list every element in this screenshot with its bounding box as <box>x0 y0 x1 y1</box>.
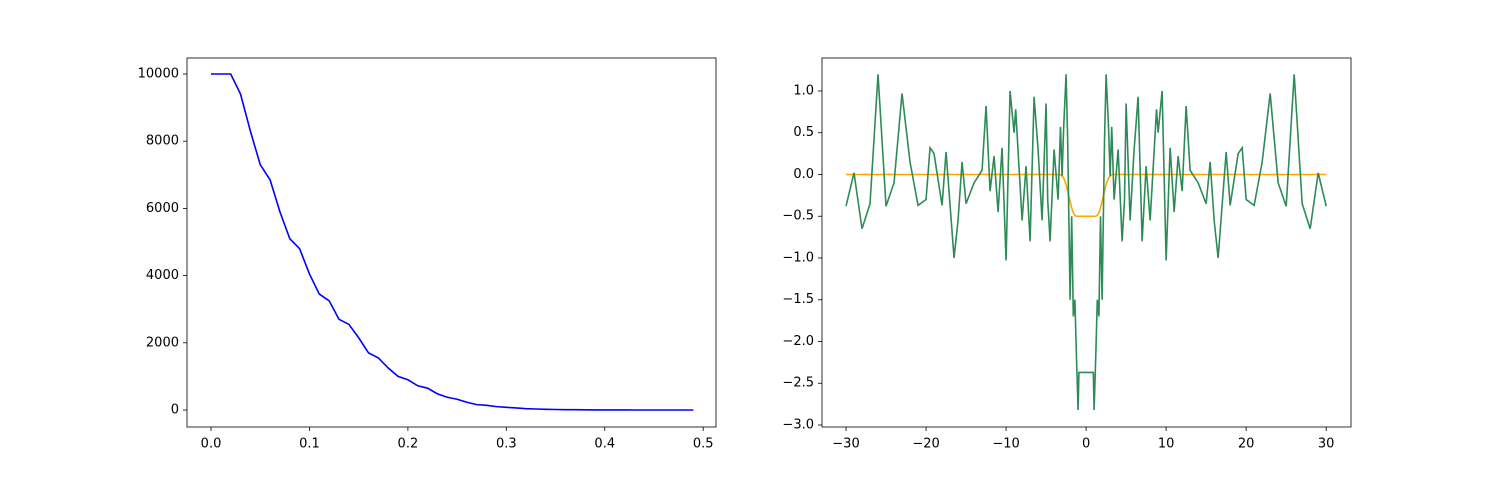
x-tick-label: −10 <box>992 437 1019 452</box>
y-tick-label: 0 <box>171 402 179 417</box>
y-tick-label: −2.5 <box>782 376 814 391</box>
x-tick-label: 0.3 <box>496 437 517 452</box>
y-tick-label: 0.0 <box>793 167 814 182</box>
x-tick-label: 0.4 <box>594 437 615 452</box>
y-tick-label: −3.0 <box>782 417 814 432</box>
y-tick-label: 0.5 <box>793 125 814 140</box>
y-tick-label: −2.0 <box>782 334 814 349</box>
y-tick-label: 6000 <box>146 201 179 216</box>
line-series <box>845 74 1327 410</box>
x-tick-label: 10 <box>1158 437 1175 452</box>
x-tick-label: 0.2 <box>398 437 419 452</box>
x-tick-label: 0.1 <box>299 437 320 452</box>
line-series <box>846 173 1327 218</box>
axes-frame <box>186 57 717 428</box>
y-tick-label: −1.0 <box>782 250 814 265</box>
x-tick-label: −20 <box>912 437 939 452</box>
x-tick-label: 30 <box>1318 437 1335 452</box>
y-tick-label: −1.5 <box>782 292 814 307</box>
line-series <box>211 73 694 411</box>
x-tick-label: 0.0 <box>201 437 222 452</box>
y-tick-label: 10000 <box>138 66 179 81</box>
y-tick-label: 2000 <box>146 335 179 350</box>
y-tick-label: −0.5 <box>782 209 814 224</box>
x-tick-label: 20 <box>1238 437 1255 452</box>
y-tick-label: 1.0 <box>793 83 814 98</box>
x-tick-label: −30 <box>832 437 859 452</box>
x-tick-label: 0 <box>1082 437 1090 452</box>
y-tick-label: 4000 <box>146 268 179 283</box>
y-tick-label: 8000 <box>146 134 179 149</box>
axes-frame <box>821 57 1352 428</box>
x-tick-label: 0.5 <box>693 437 714 452</box>
